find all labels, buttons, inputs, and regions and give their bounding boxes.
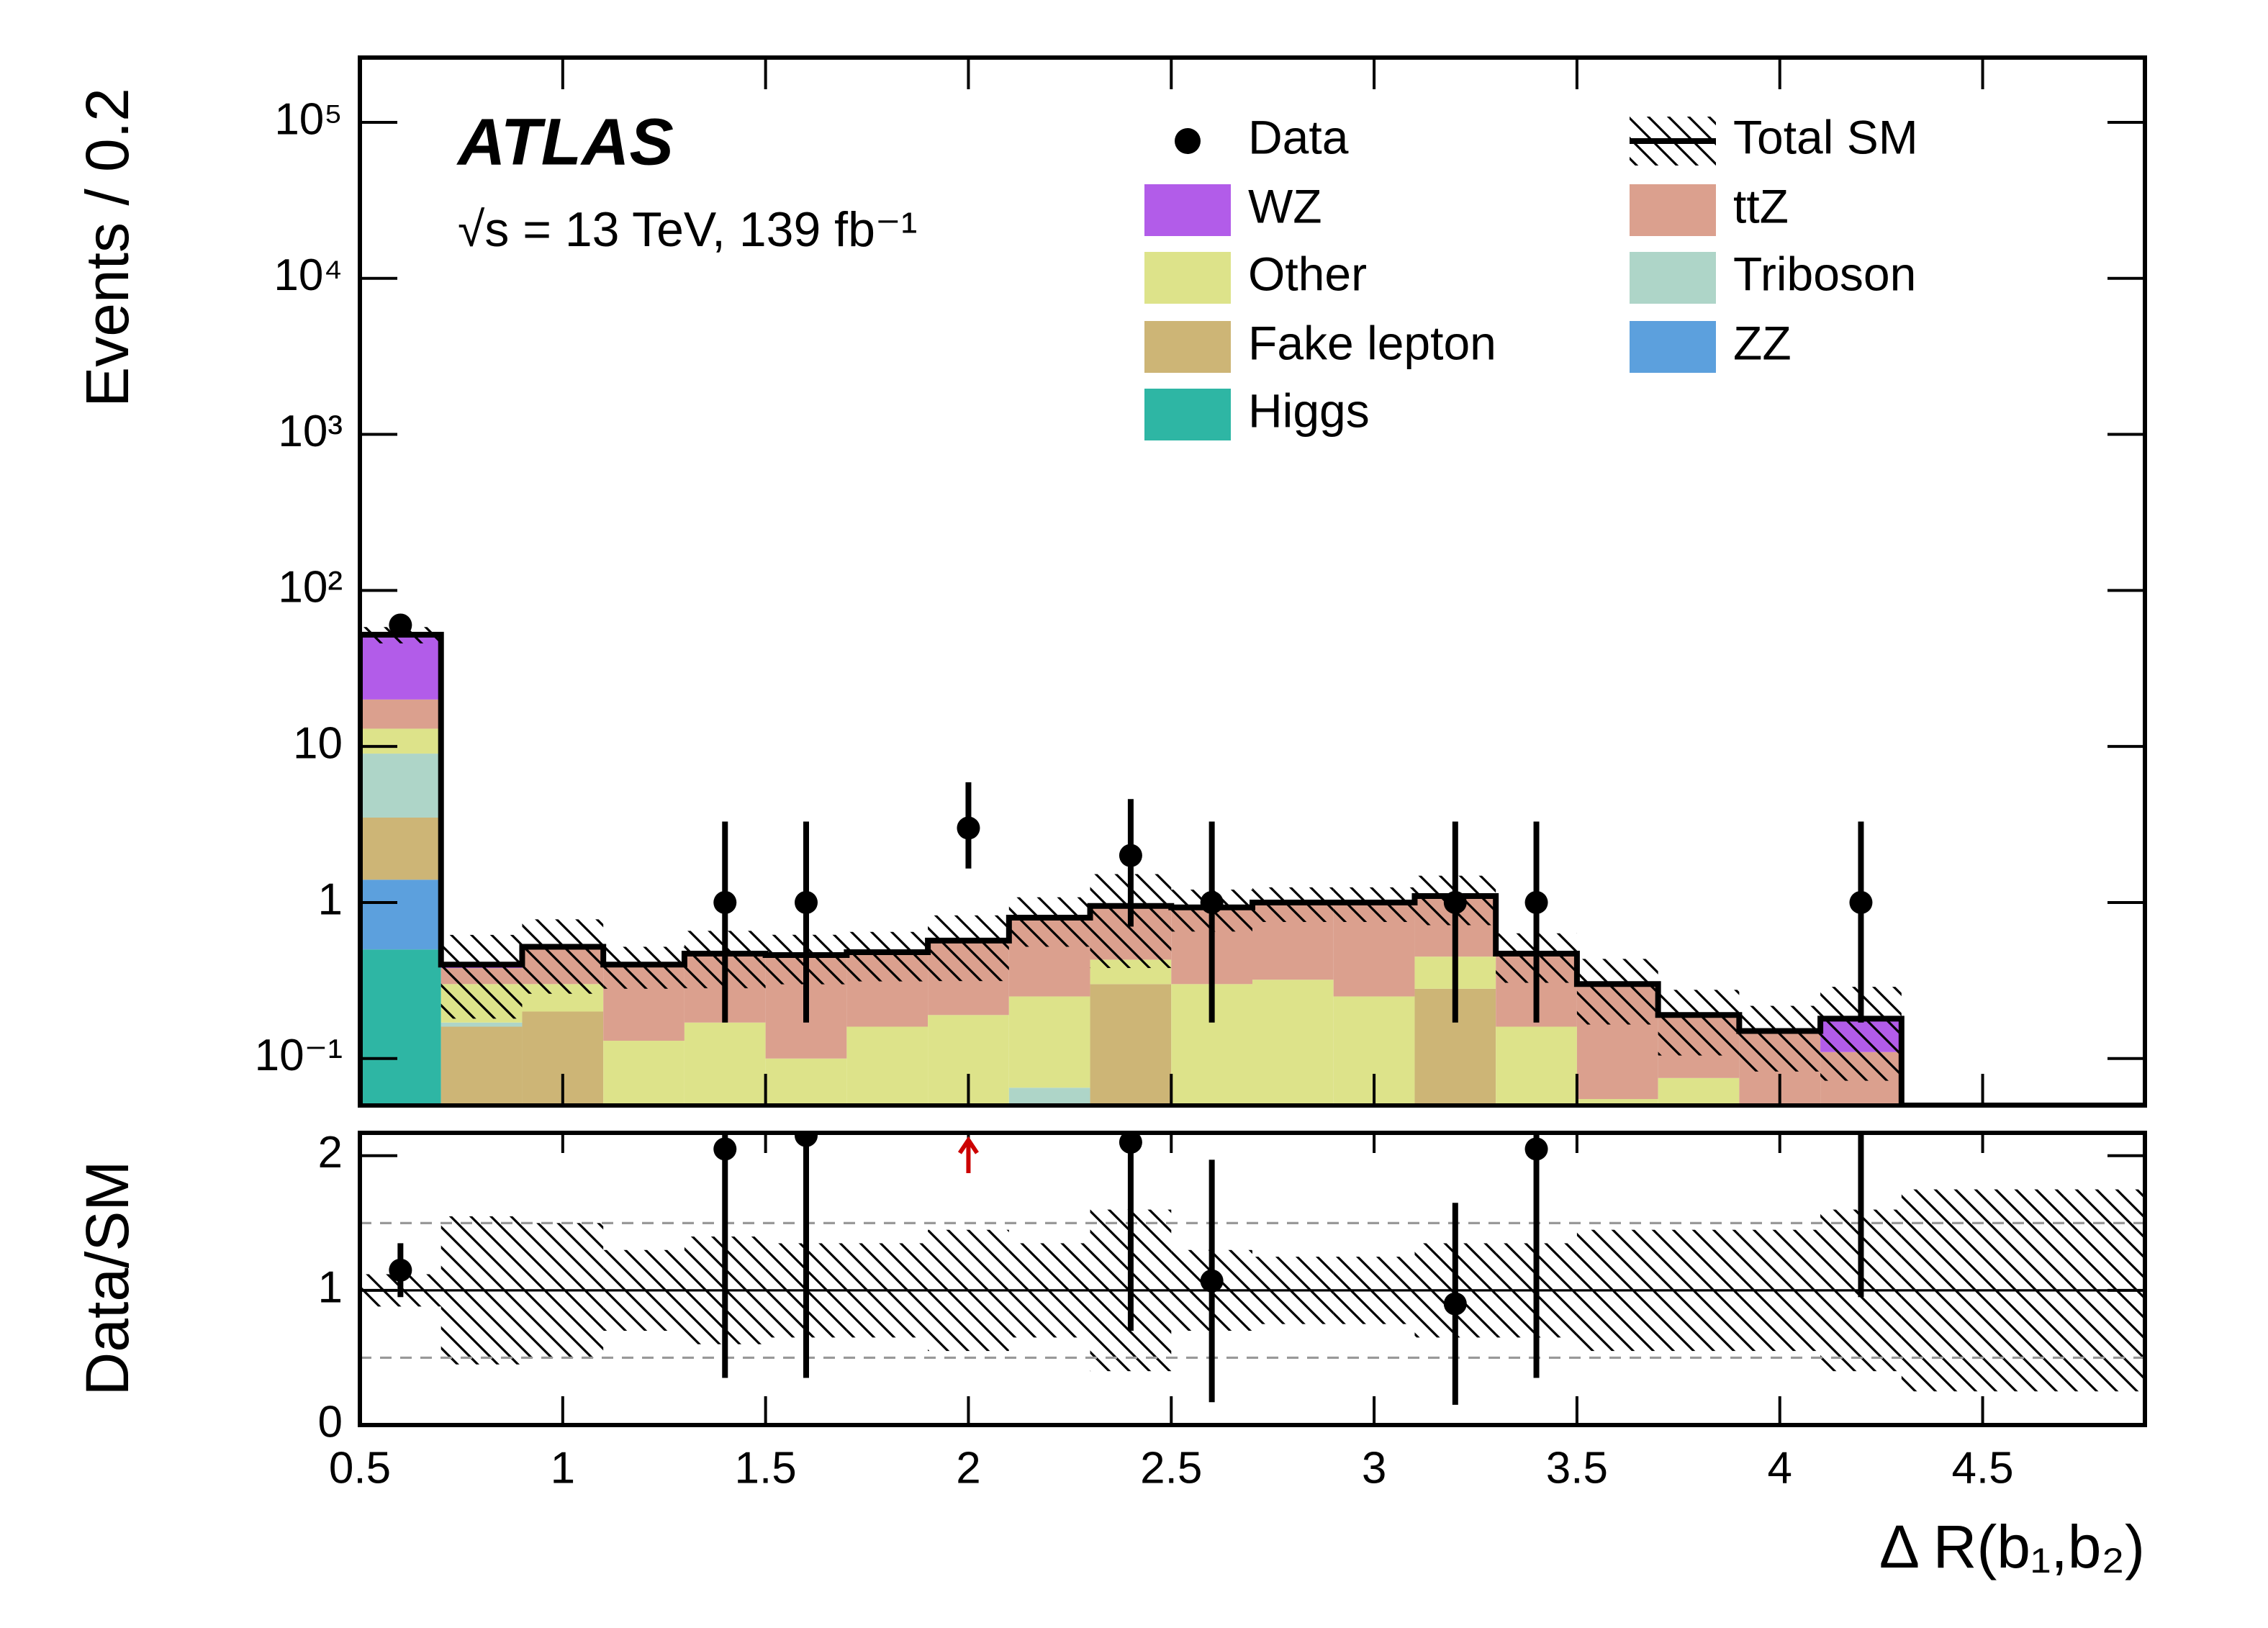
- ratio-plot: [360, 673, 2145, 1405]
- total-outline: [360, 631, 2145, 1105]
- legend-label: Triboson: [1733, 247, 1916, 300]
- atlas-label: ATLAS: [456, 105, 674, 178]
- legend-label: ZZ: [1733, 316, 1792, 369]
- ratio-y-axis-label: Data/SM: [73, 1161, 141, 1396]
- legend-marker: [1144, 321, 1231, 373]
- stack-segment: [684, 1022, 766, 1105]
- stack-segment: [441, 1022, 523, 1027]
- y-tick-label: 10²: [278, 563, 343, 612]
- main-frame: [358, 55, 2147, 1108]
- ratio-point: [389, 1258, 412, 1282]
- ratio-frame: [358, 1131, 2147, 1427]
- stack-segment: [1252, 980, 1334, 1105]
- y-axis-label: Events / 0.2: [73, 88, 141, 407]
- stack-segment: [1008, 1087, 1090, 1105]
- legend-label: Other: [1248, 247, 1367, 300]
- stack-segment: [360, 817, 441, 880]
- legend-label: Total SM: [1733, 110, 1918, 163]
- stack-segment: [603, 1041, 685, 1105]
- uncertainty-band: [1008, 897, 1090, 947]
- legend-marker: [1630, 184, 1716, 236]
- stack-segment: [1090, 984, 1172, 1105]
- legend-marker: [1144, 184, 1231, 236]
- stack-segment: [360, 699, 441, 729]
- data-point: [1119, 844, 1142, 867]
- x-tick-label: 4: [1767, 1443, 1792, 1493]
- data-point: [1443, 890, 1467, 914]
- uncertainty-band: [441, 934, 523, 1019]
- uncertainty-band: [846, 931, 929, 982]
- stack-segment: [1008, 996, 1090, 1088]
- data-point: [389, 613, 412, 637]
- uncertainty-band: [603, 946, 685, 989]
- x-axis-label: Δ R(b₁,b₂): [1879, 1513, 2145, 1580]
- x-tick-label: 2.5: [1140, 1443, 1202, 1493]
- x-tick-label: 1.5: [735, 1443, 797, 1493]
- legend-marker: [1144, 252, 1231, 304]
- stack-segment: [360, 728, 441, 754]
- stack-segment: [360, 879, 441, 950]
- y-tick-label: 1: [318, 874, 343, 924]
- x-tick-label: 0.5: [329, 1443, 391, 1493]
- stack-segment: [1820, 1105, 1902, 1121]
- stack-segment: [441, 1026, 523, 1105]
- uncertainty-band: [1739, 1005, 1821, 1072]
- legend-marker: [1175, 128, 1201, 154]
- x-tick-label: 2: [956, 1443, 980, 1493]
- y-tick-label: 10³: [278, 407, 343, 456]
- x-tick-label: 4.5: [1951, 1443, 2013, 1493]
- legend-label: Higgs: [1248, 384, 1370, 437]
- y-tick-label: 10: [293, 719, 343, 769]
- data-point: [795, 890, 818, 914]
- ratio-y-tick-label: 2: [318, 1128, 343, 1177]
- y-tick-label: 10⁻¹: [255, 1031, 343, 1080]
- ratio-point: [1119, 1133, 1142, 1154]
- uncertainty-band: [928, 915, 1009, 982]
- y-tick-label: 10⁵: [274, 94, 343, 144]
- ratio-arrow: [957, 1136, 979, 1173]
- ratio-point: [1849, 673, 1872, 696]
- legend-label: Fake lepton: [1248, 316, 1496, 369]
- stack-segment: [1576, 1099, 1658, 1105]
- ratio-point: [795, 1133, 818, 1147]
- ratio-point: [1200, 1269, 1224, 1293]
- uncertainty-band: [1576, 959, 1658, 1025]
- data-point: [1524, 890, 1548, 914]
- legend-label: Data: [1248, 110, 1349, 163]
- uncertainty-band: [1658, 990, 1740, 1056]
- stack-segment: [846, 1026, 929, 1105]
- legend-label: WZ: [1248, 179, 1322, 232]
- legend-marker: [1630, 252, 1716, 304]
- stack-segment: [765, 1058, 847, 1105]
- data-point: [957, 816, 980, 840]
- ratio-point: [1524, 1137, 1548, 1161]
- x-tick-label: 3.5: [1546, 1443, 1608, 1493]
- uncertainty-band: [522, 919, 604, 994]
- stack-segment: [360, 634, 441, 700]
- y-tick-label: 10⁴: [274, 250, 343, 300]
- data-point: [1849, 890, 1873, 914]
- ratio-point: [1443, 1292, 1467, 1316]
- stack-segment: [1739, 1105, 1820, 1121]
- stack-segment: [1658, 1077, 1740, 1105]
- stack-segment: [360, 754, 441, 818]
- ratio-y-tick-label: 0: [318, 1397, 343, 1447]
- legend-label: ttZ: [1733, 179, 1789, 232]
- legend-marker: [1144, 389, 1231, 440]
- data-point: [713, 890, 737, 914]
- x-tick-label: 1: [551, 1443, 575, 1493]
- x-tick-label: 3: [1362, 1443, 1386, 1493]
- main-plot: [360, 613, 2145, 1121]
- stack-segment: [360, 949, 441, 1105]
- ratio-point: [713, 1137, 737, 1161]
- data-point: [1200, 890, 1224, 914]
- legend-marker: [1630, 321, 1716, 373]
- energy-label: √s = 13 TeV, 139 fb⁻¹: [458, 202, 917, 257]
- ratio-y-tick-label: 1: [318, 1262, 343, 1312]
- stack-segment: [1496, 1026, 1577, 1105]
